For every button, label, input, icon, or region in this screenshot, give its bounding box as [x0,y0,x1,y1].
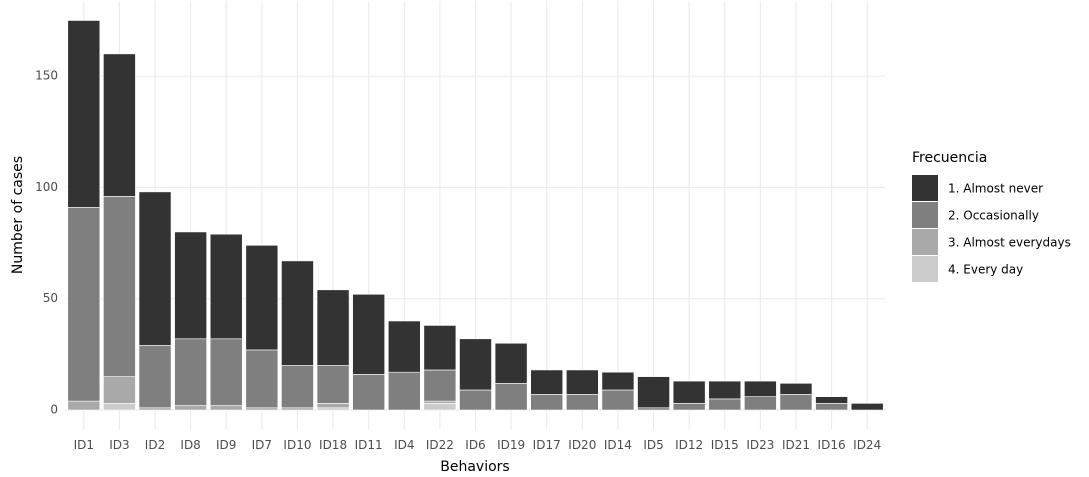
bar-segment [67,400,101,411]
bar-segment [174,338,207,406]
bar-segment [744,396,777,411]
bar-segment [815,403,848,411]
legend-key [912,202,938,228]
x-tick-label: ID17 [533,438,561,452]
bar-segment [316,365,350,404]
bar-segment [566,394,599,411]
bar-segment [601,371,635,391]
x-tick-label: ID19 [497,438,525,452]
x-tick-label: ID21 [782,438,810,452]
bar-segment [672,403,706,411]
bar-segment [672,380,706,404]
legend-key [912,229,938,255]
bar-segment [459,338,492,391]
x-tick-label: ID2 [145,438,165,452]
bar-segment [209,338,243,406]
bar-segment [209,405,243,411]
bar-segment [423,369,457,402]
bar-segment [708,398,742,411]
bar-segment [850,403,884,411]
bar-segment [744,380,777,397]
bar-segment [174,405,207,411]
bar-segment [245,407,279,411]
y-tick-label: 50 [43,291,58,305]
x-tick-label: ID15 [711,438,739,452]
legend-title: Frecuencia [912,150,987,166]
x-tick-label: ID7 [252,438,272,452]
y-tick-label: 0 [50,403,58,417]
x-tick-label: ID14 [604,438,632,452]
bar-segment [708,380,742,400]
bar-segment [423,400,457,404]
bar-segment [779,394,813,411]
bar-segment [138,407,172,411]
bar-segment [103,53,136,197]
bar-segment [209,233,243,340]
bar-segment [637,407,670,411]
bar-segment [459,389,492,411]
bar-segment [387,371,421,411]
bar-segment [352,293,385,375]
x-tick-label: ID24 [853,438,881,452]
bar-segment [174,231,207,340]
bar-segment [494,383,528,411]
legend-key [912,175,938,201]
x-axis-title: Behaviors [440,459,509,475]
bar-segment [779,383,813,395]
bar-segment [530,369,564,395]
bar-segment [281,365,314,409]
legend-label: 2. Occasionally [948,209,1039,223]
x-tick-label: ID4 [394,438,414,452]
bar-segment [530,394,564,411]
bar-segment [281,260,314,366]
x-tick-label: ID20 [568,438,596,452]
bar-segment [245,245,279,351]
bar-segment [245,349,279,409]
y-tick-label: 150 [35,69,58,83]
y-axis-title: Number of cases [10,156,26,274]
x-tick-label: ID8 [180,438,200,452]
bar-segment [494,342,528,384]
bar-segment [815,396,848,404]
y-tick-label: 100 [35,180,58,194]
x-tick-label: ID5 [643,438,663,452]
bar-segment [138,191,172,346]
bar-segment [387,320,421,373]
bar-segment [316,407,350,411]
bar-segment [423,403,457,411]
bar-segment [316,289,350,366]
x-tick-label: ID11 [355,438,383,452]
bar-segment [281,407,314,411]
legend-label: 1. Almost never [948,182,1043,196]
bar-segment [316,403,350,409]
x-tick-label: ID22 [426,438,454,452]
x-tick-label: ID9 [216,438,236,452]
bar-segment [423,325,457,371]
legend-key [912,256,938,282]
x-tick-label: ID3 [109,438,129,452]
bar-segment [103,376,136,404]
bar-segment [352,374,385,411]
legend-label: 3. Almost everydays [948,236,1071,250]
bar-segment [103,403,136,411]
x-tick-label: ID12 [675,438,703,452]
bar-segment [67,20,101,208]
bar-segment [138,345,172,409]
bar-segment [67,207,101,402]
x-tick-label: ID1 [74,438,94,452]
x-tick-label: ID23 [746,438,774,452]
bar-segment [601,389,635,411]
x-tick-label: ID10 [283,438,311,452]
legend-label: 4. Every day [948,263,1023,277]
x-tick-label: ID18 [319,438,347,452]
x-tick-label: ID6 [465,438,485,452]
bar-segment [637,376,670,409]
x-tick-label: ID16 [818,438,846,452]
bar-segment [566,369,599,395]
bar-segment [103,196,136,377]
